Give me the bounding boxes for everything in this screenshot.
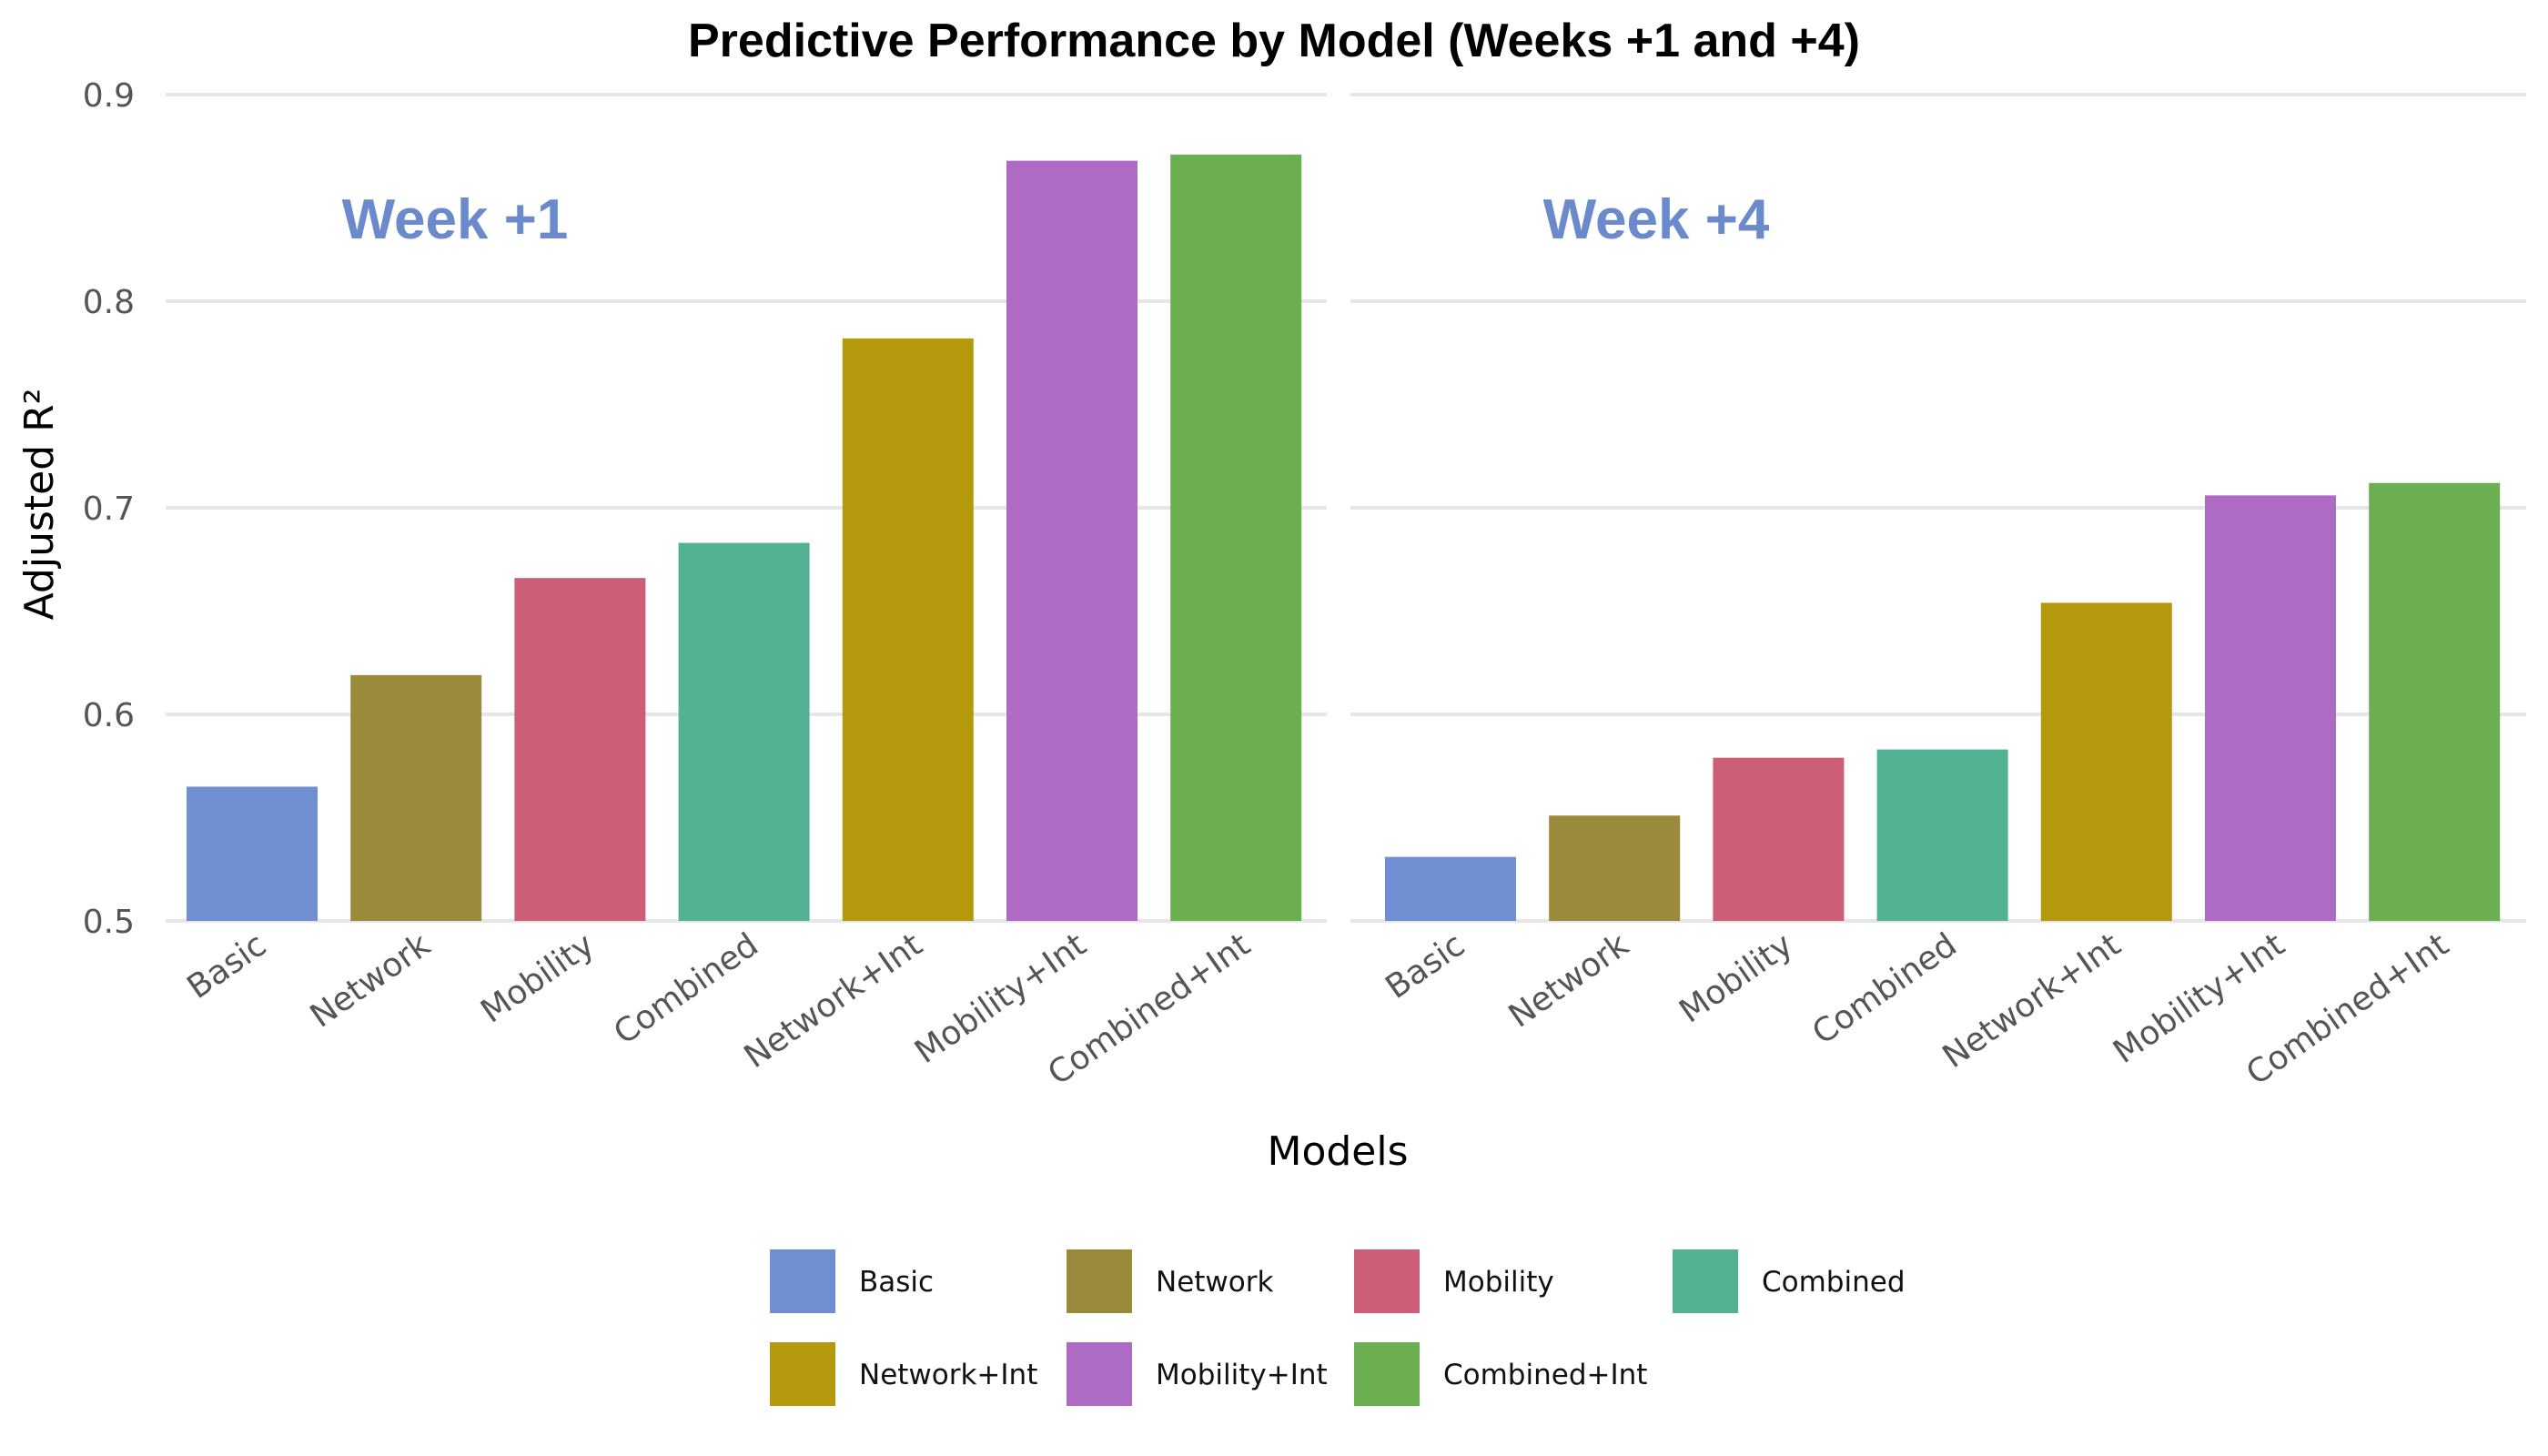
legend-label: Network+Int [859, 1359, 1037, 1391]
x-axis-title: Models [1267, 1128, 1408, 1175]
y-tick-label: 0.6 [83, 697, 135, 734]
x-tick-label: Network [304, 926, 438, 1036]
x-tick-label: Basic [181, 926, 274, 1006]
x-tick-label: Network+Int [1936, 926, 2128, 1076]
legend-swatch [1067, 1249, 1132, 1313]
bar-network [350, 674, 482, 921]
bar-combined [1876, 749, 2008, 921]
legend-swatch [1354, 1342, 1420, 1406]
legend-item: Mobility [1354, 1249, 1554, 1313]
bar-basic [1385, 856, 1516, 921]
legend-item: Network+Int [770, 1342, 1037, 1406]
bar-network-plus-int [2040, 602, 2172, 921]
legend-label: Basic [859, 1266, 934, 1299]
legend-item: Mobility+Int [1067, 1342, 1328, 1406]
bar-combined [678, 542, 810, 921]
y-tick-label: 0.8 [83, 284, 135, 321]
x-tick-label: Basic [1380, 926, 1472, 1006]
x-tick-label: Network+Int [738, 926, 929, 1076]
bar-combined-plus-int [2369, 482, 2501, 921]
legend-label: Combined [1762, 1266, 1906, 1299]
x-tick-label: Mobility [474, 926, 601, 1031]
bar-network [1549, 815, 1681, 921]
y-tick-label: 0.5 [83, 904, 135, 941]
bar-mobility-plus-int [2205, 495, 2336, 921]
legend-swatch [770, 1249, 835, 1313]
x-tick-label: Network [1502, 926, 1636, 1036]
legend-label: Mobility [1443, 1266, 1554, 1299]
legend-item: Network [1067, 1249, 1273, 1313]
bar-basic [187, 786, 318, 921]
bar-mobility [514, 578, 646, 921]
legend-item: Combined+Int [1354, 1342, 1647, 1406]
panel-week-1: Week +1 Basic Network Mobility CombinedNetwo… [181, 154, 1302, 1093]
bar-network-plus-int [842, 338, 974, 921]
legend-label: Combined+Int [1443, 1359, 1647, 1391]
legend-label: Network [1156, 1266, 1273, 1299]
y-axis-ticks: 0.5 0.6 0.7 0.8 0.9 [83, 77, 135, 941]
panel-label: Week +4 [1543, 188, 1770, 251]
panel-label: Week +1 [342, 188, 569, 251]
legend-item: Combined [1673, 1249, 1906, 1313]
legend-item: Basic [770, 1249, 934, 1313]
legend-swatch [1067, 1342, 1132, 1406]
bar-mobility [1713, 757, 1845, 921]
y-tick-label: 0.9 [83, 77, 135, 115]
legend-label: Mobility+Int [1156, 1359, 1328, 1391]
y-axis-title: Adjusted R² [16, 389, 63, 621]
chart-title: Predictive Performance by Model (Weeks +… [688, 15, 1860, 67]
legend-swatch [770, 1342, 835, 1406]
x-tick-label: Combined [607, 926, 764, 1052]
legend: Basic Network Mobility Combined Network+Int M… [770, 1249, 1906, 1406]
x-tick-label: Mobility [1673, 926, 1799, 1031]
legend-swatch [1354, 1249, 1420, 1313]
legend-swatch [1673, 1249, 1738, 1313]
bar-combined-plus-int [1170, 154, 1302, 921]
y-tick-label: 0.7 [83, 490, 135, 528]
panel-week-4: Week +4 Basic Network Mobility CombinedNetwo… [1380, 188, 2501, 1093]
x-tick-label: Combined [1805, 926, 1963, 1052]
bar-mobility-plus-int [1006, 160, 1138, 921]
